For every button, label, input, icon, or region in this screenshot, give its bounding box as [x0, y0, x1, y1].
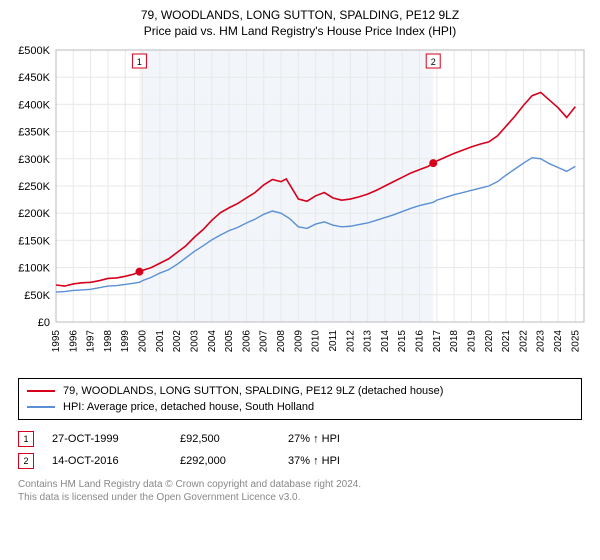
svg-text:£0: £0	[38, 317, 50, 329]
svg-text:2010: 2010	[311, 330, 322, 353]
chart-title-1: 79, WOODLANDS, LONG SUTTON, SPALDING, PE…	[10, 8, 590, 22]
svg-text:£400K: £400K	[18, 99, 50, 111]
legend-item: 79, WOODLANDS, LONG SUTTON, SPALDING, PE…	[27, 383, 573, 399]
svg-text:2001: 2001	[155, 330, 166, 353]
svg-text:1995: 1995	[51, 330, 62, 353]
legend-swatch	[27, 390, 55, 392]
svg-text:2012: 2012	[345, 330, 356, 353]
svg-text:2021: 2021	[501, 330, 512, 353]
svg-text:£250K: £250K	[18, 181, 50, 193]
svg-text:2007: 2007	[259, 330, 270, 353]
chart-container: £0 £50K £100K £150K £200K £250K £300K £350K £400…	[10, 44, 590, 364]
svg-text:£500K: £500K	[18, 45, 50, 57]
legend-label: 79, WOODLANDS, LONG SUTTON, SPALDING, PE…	[63, 385, 443, 397]
svg-text:2025: 2025	[570, 330, 581, 353]
legend-label: HPI: Average price, detached house, Sout…	[63, 401, 314, 413]
svg-text:2004: 2004	[207, 330, 218, 353]
sale-price: £292,000	[180, 455, 270, 467]
svg-text:£350K: £350K	[18, 127, 50, 139]
svg-text:1: 1	[137, 57, 142, 67]
svg-text:1998: 1998	[103, 330, 114, 353]
sale-row: 2 14-OCT-2016 £292,000 37% ↑ HPI	[18, 450, 582, 472]
sale-delta: 27% ↑ HPI	[288, 433, 340, 445]
svg-text:2020: 2020	[484, 330, 495, 353]
svg-text:2006: 2006	[241, 330, 252, 353]
svg-text:2024: 2024	[553, 330, 564, 353]
sale-price: £92,500	[180, 433, 270, 445]
line-chart: £0 £50K £100K £150K £200K £250K £300K £350K £400…	[10, 44, 590, 364]
svg-text:2011: 2011	[328, 330, 339, 352]
sale-date: 27-OCT-1999	[52, 433, 162, 445]
footer-line-1: Contains HM Land Registry data © Crown c…	[18, 478, 582, 491]
footer-attribution: Contains HM Land Registry data © Crown c…	[18, 478, 582, 504]
legend-swatch	[27, 406, 55, 408]
sale-marker-box: 2	[18, 453, 34, 469]
svg-text:2018: 2018	[449, 330, 460, 353]
chart-title-2: Price paid vs. HM Land Registry's House …	[10, 24, 590, 38]
svg-text:2023: 2023	[536, 330, 547, 353]
svg-text:2017: 2017	[432, 330, 443, 353]
svg-text:2000: 2000	[138, 330, 149, 353]
svg-text:£300K: £300K	[18, 154, 50, 166]
svg-text:1997: 1997	[86, 330, 97, 353]
footer-line-2: This data is licensed under the Open Gov…	[18, 491, 582, 504]
legend-box: 79, WOODLANDS, LONG SUTTON, SPALDING, PE…	[18, 378, 582, 420]
svg-text:2: 2	[431, 57, 436, 67]
sales-table: 1 27-OCT-1999 £92,500 27% ↑ HPI 2 14-OCT-2016…	[18, 428, 582, 472]
svg-text:2022: 2022	[518, 330, 529, 353]
svg-text:2019: 2019	[466, 330, 477, 353]
sale-date: 14-OCT-2016	[52, 455, 162, 467]
legend-item: HPI: Average price, detached house, Sout…	[27, 399, 573, 415]
sale-marker-box: 1	[18, 431, 34, 447]
svg-text:2013: 2013	[363, 330, 374, 353]
svg-text:2008: 2008	[276, 330, 287, 353]
svg-text:£450K: £450K	[18, 72, 50, 84]
svg-text:1996: 1996	[68, 330, 79, 353]
svg-text:2009: 2009	[293, 330, 304, 353]
svg-text:1999: 1999	[120, 330, 131, 353]
svg-text:£50K: £50K	[24, 290, 50, 302]
svg-text:2015: 2015	[397, 330, 408, 353]
svg-text:2014: 2014	[380, 330, 391, 353]
svg-text:2016: 2016	[415, 330, 426, 353]
svg-text:2005: 2005	[224, 330, 235, 353]
svg-text:£200K: £200K	[18, 208, 50, 220]
sale-delta: 37% ↑ HPI	[288, 455, 340, 467]
svg-text:2003: 2003	[189, 330, 200, 353]
svg-text:£100K: £100K	[18, 263, 50, 275]
svg-text:2002: 2002	[172, 330, 183, 353]
svg-text:£150K: £150K	[18, 235, 50, 247]
sale-row: 1 27-OCT-1999 £92,500 27% ↑ HPI	[18, 428, 582, 450]
